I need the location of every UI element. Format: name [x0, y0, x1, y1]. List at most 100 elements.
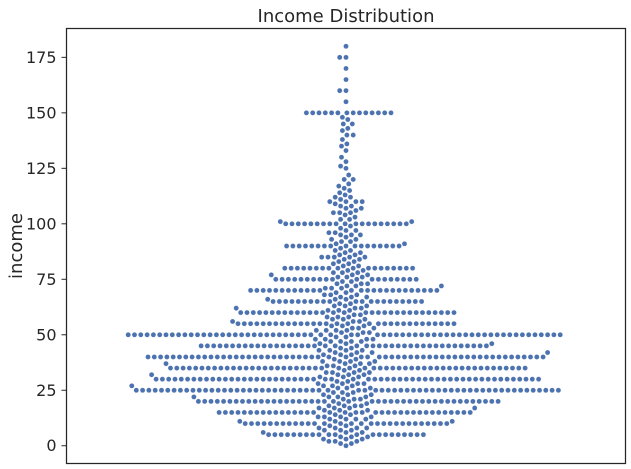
data-point [369, 110, 375, 116]
data-point [416, 409, 423, 416]
data-point [557, 331, 564, 338]
data-point [452, 343, 458, 349]
data-point [316, 405, 322, 411]
data-point [333, 327, 339, 334]
data-point [217, 343, 223, 349]
data-point [388, 320, 394, 327]
data-point [384, 376, 391, 382]
data-point [479, 376, 485, 382]
data-point [371, 287, 377, 294]
data-point [530, 387, 537, 394]
data-point [335, 307, 342, 314]
data-point [496, 354, 502, 360]
data-point [346, 365, 353, 371]
data-point [473, 387, 480, 394]
data-point [194, 331, 201, 338]
data-point [137, 331, 144, 338]
data-point [387, 331, 393, 338]
data-point [338, 238, 345, 245]
data-point [491, 376, 498, 382]
data-point [276, 298, 283, 305]
data-point [334, 280, 340, 287]
data-point [322, 285, 329, 291]
data-point [313, 327, 320, 334]
data-point [364, 407, 371, 414]
data-point [438, 398, 445, 405]
data-point [555, 387, 562, 394]
data-point [320, 351, 327, 358]
data-point [362, 416, 369, 422]
data-point [215, 387, 221, 394]
data-point [464, 343, 471, 349]
data-point [280, 420, 286, 427]
data-point [472, 376, 479, 382]
data-point [356, 367, 363, 374]
data-point [509, 365, 516, 371]
data-point [326, 221, 333, 227]
data-point [361, 380, 367, 387]
data-point [165, 376, 172, 382]
data-point [139, 387, 146, 394]
data-point [230, 365, 237, 371]
data-point [393, 420, 400, 427]
data-point [347, 358, 354, 365]
data-point [302, 354, 309, 360]
data-point [397, 376, 403, 382]
data-point [475, 331, 482, 338]
data-point [350, 132, 357, 138]
data-point [478, 365, 484, 371]
data-point [331, 405, 338, 411]
data-point [344, 385, 350, 391]
data-point [403, 376, 410, 382]
data-point [329, 316, 336, 323]
data-point [353, 283, 359, 289]
data-point [341, 367, 348, 374]
data-point [535, 376, 542, 382]
data-point [337, 225, 344, 232]
data-point [241, 320, 248, 327]
data-point [513, 331, 519, 338]
data-point [164, 387, 171, 394]
data-point [317, 276, 323, 283]
data-point [343, 98, 349, 105]
data-point [377, 287, 384, 294]
data-point [253, 387, 259, 394]
data-point [328, 236, 335, 243]
data-point [353, 349, 360, 356]
data-point [349, 383, 356, 389]
data-point [266, 409, 273, 416]
data-point [398, 387, 404, 394]
data-point [326, 198, 333, 205]
data-point [320, 221, 327, 227]
data-point [359, 298, 366, 305]
data-point [236, 418, 243, 425]
data-point [355, 263, 362, 269]
data-point [376, 354, 383, 360]
data-point [257, 331, 264, 338]
data-point [344, 283, 350, 289]
data-point [326, 431, 332, 438]
data-point [388, 110, 394, 116]
data-point [370, 431, 376, 438]
data-point [452, 365, 459, 371]
data-point [440, 365, 447, 371]
data-point [419, 398, 426, 405]
data-point [431, 331, 438, 338]
data-point [326, 402, 332, 409]
data-point [370, 336, 376, 343]
data-point [241, 409, 248, 416]
data-point [467, 387, 474, 394]
data-point [343, 334, 349, 340]
data-point [172, 376, 178, 382]
data-point [247, 320, 254, 327]
data-point [308, 243, 315, 249]
data-point [362, 365, 368, 371]
data-point [321, 292, 328, 298]
data-point [339, 127, 346, 134]
data-point [418, 420, 425, 427]
data-point [239, 398, 246, 405]
data-point [371, 265, 378, 271]
data-point [454, 387, 461, 394]
data-point [387, 298, 393, 305]
data-point [412, 331, 419, 338]
